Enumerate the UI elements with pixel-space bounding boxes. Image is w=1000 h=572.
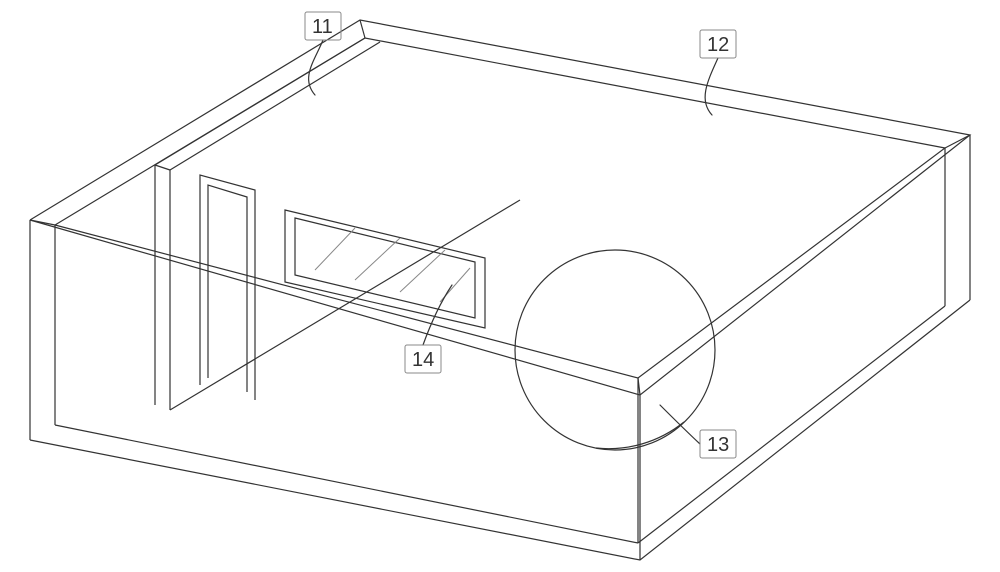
label-12-text: 12 [707,34,729,56]
window-frame-inner [295,218,475,318]
diagram-canvas: 11 12 13 14 [0,0,1000,572]
inner-floor-front-left [55,425,638,543]
partition-floor-edge [170,200,520,410]
rim-tie-right [945,135,970,148]
rim-tie-left [30,220,55,225]
label-11-text: 11 [312,16,333,38]
window-frame-outer [285,210,485,328]
window-hatch [400,250,445,292]
label-11: 11 [305,12,341,95]
label-12: 12 [700,30,736,115]
label-14-text: 14 [412,349,434,371]
label-13-text: 13 [707,434,729,456]
inner-floor-front-right [638,306,945,543]
partition-top-front [155,38,365,165]
window-hatch [355,238,400,280]
window-hatch [315,228,355,270]
rim-tie-top [360,20,365,38]
partition-top-back [170,42,380,170]
outer-bottom [30,300,970,560]
outer-rim [30,20,970,395]
door-panel [208,185,247,392]
inner-rim [55,38,945,378]
sphere-outline [515,250,715,450]
partition-top-end [155,165,170,170]
